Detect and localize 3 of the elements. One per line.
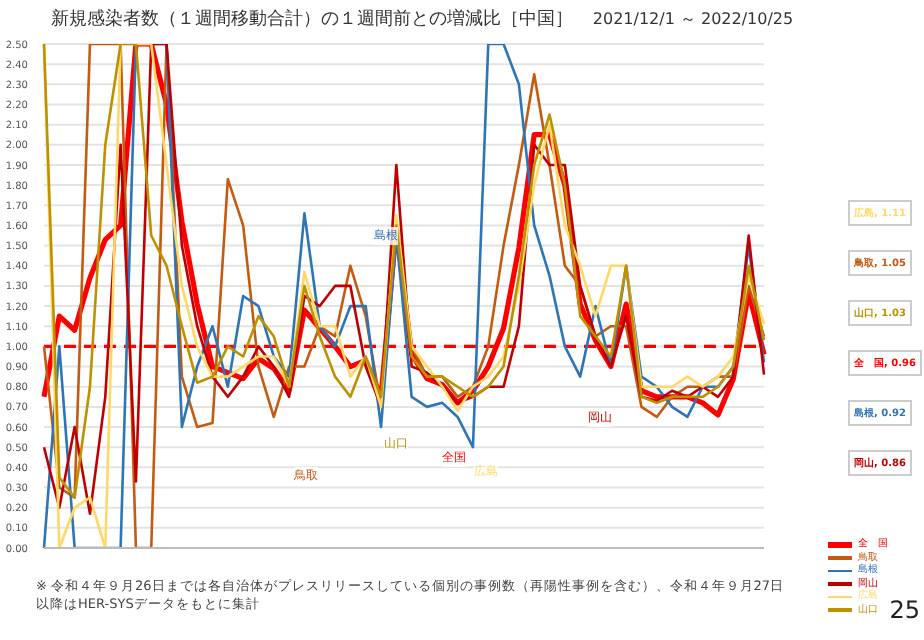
chart-title: 新規感染者数（１週間移動合計）の１週間前との増減比［中国］ (50, 10, 573, 30)
chart-subtitle: 2021/12/1 ～ 2022/10/25 (592, 10, 794, 28)
text: 25 (889, 596, 920, 624)
